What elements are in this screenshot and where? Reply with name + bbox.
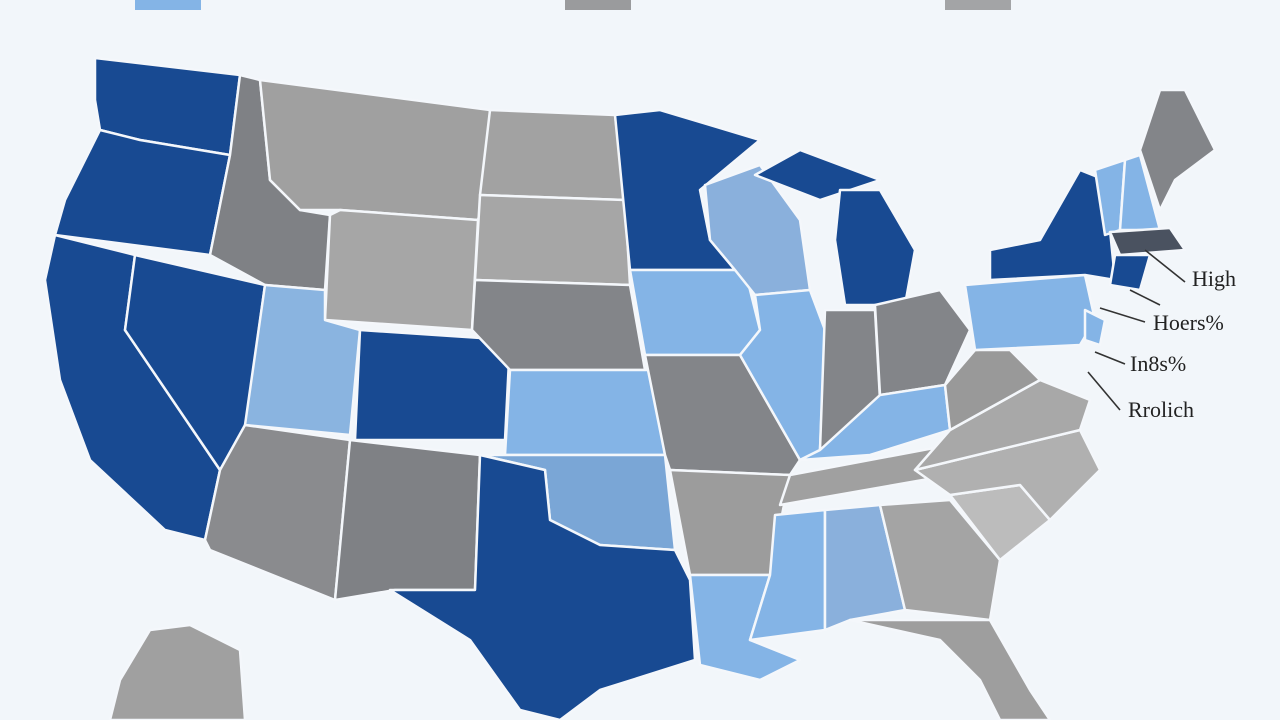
state-pa	[963, 273, 1097, 352]
legend-swatch	[565, 0, 631, 10]
state-nd	[478, 108, 627, 202]
state-fl	[848, 618, 1052, 720]
state-wy	[323, 208, 480, 332]
state-nm	[333, 438, 482, 602]
annotation: High	[1192, 266, 1236, 291]
state-ne	[470, 278, 647, 372]
state-wv	[943, 348, 1042, 432]
state-ks	[503, 368, 667, 457]
annotation: Hoers%	[1153, 310, 1224, 335]
annotation: In8s%	[1130, 351, 1186, 376]
state-ms	[748, 508, 827, 642]
leader-line	[1094, 351, 1126, 365]
state-sd	[473, 193, 632, 287]
annotation: Rrolich	[1128, 397, 1194, 422]
annotation-leaders	[1087, 249, 1186, 411]
state-mt	[258, 78, 492, 222]
state-ct-ri	[1108, 253, 1152, 292]
leader-line	[1099, 307, 1146, 323]
state-ak	[108, 623, 247, 720]
states	[43, 56, 1217, 720]
state-oh	[873, 288, 972, 397]
leader-line	[1144, 249, 1186, 283]
legend-swatches	[135, 0, 1011, 10]
legend-swatch	[135, 0, 201, 10]
state-mi-upper	[753, 148, 882, 202]
state-mi-lower	[833, 188, 917, 307]
legend-swatch	[945, 0, 1011, 10]
state-ma	[1108, 226, 1187, 257]
leader-line	[1129, 289, 1161, 306]
state-nj	[1083, 308, 1107, 347]
state-me	[1138, 88, 1217, 212]
state-ia	[628, 268, 762, 357]
state-ny	[988, 168, 1117, 282]
state-ga	[878, 498, 1002, 622]
state-al	[823, 503, 907, 632]
leader-line	[1087, 371, 1121, 411]
state-tx	[388, 453, 697, 720]
